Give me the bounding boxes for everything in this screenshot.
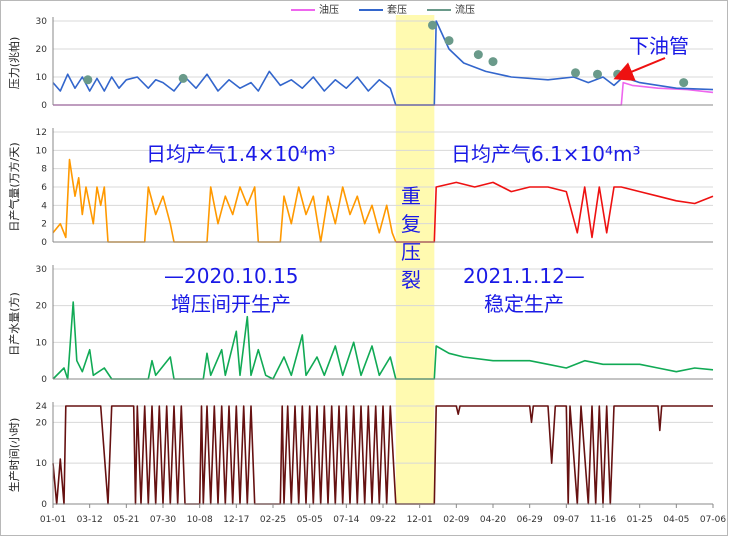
x-tick-label-17: 04-05 <box>663 515 689 525</box>
series-line-p3-0 <box>52 405 713 505</box>
band-label-char-2: 复 <box>401 212 421 236</box>
x-tick-label-10: 12-01 <box>407 515 433 525</box>
y-tick-label-p2-2: 20 <box>36 302 48 312</box>
tubing-label: 下油管 <box>629 34 689 58</box>
x-tick-label-16: 01-25 <box>627 515 653 525</box>
band-label-char-3: 压 <box>401 240 421 264</box>
flow-pressure-point-8 <box>613 69 623 79</box>
x-tick-label-15: 11-16 <box>590 515 616 525</box>
stable-production-label: 稳定生产 <box>484 292 564 316</box>
gas-average-right: 日均产气6.1×10⁴m³ <box>451 142 641 166</box>
flow-pressure-point-2 <box>428 20 437 30</box>
x-tick-label-8: 07-14 <box>333 515 359 525</box>
y-axis-label-p2: 日产水量(方) <box>7 292 21 356</box>
y-tick-label-p3-2: 20 <box>36 418 48 428</box>
legend-entry-2: 流压 <box>455 3 475 16</box>
x-tick-label-11: 02-09 <box>443 515 469 525</box>
y-tick-label-p3-3: 24 <box>36 402 48 412</box>
x-tick-label-2: 05-21 <box>113 515 139 525</box>
x-tick-label-12: 04-20 <box>480 515 506 525</box>
flow-pressure-point-4 <box>473 50 483 60</box>
x-tick-label-14: 09-07 <box>553 515 579 525</box>
flow-pressure-point-3 <box>444 36 454 46</box>
y-tick-label-p3-1: 10 <box>36 459 48 469</box>
flow-pressure-point-6 <box>571 68 580 78</box>
band-label-char-4: 裂 <box>401 268 421 292</box>
legend-entry-1: 套压 <box>387 3 407 16</box>
y-tick-label-p2-0: 0 <box>41 375 47 385</box>
y-tick-label-p0-2: 20 <box>36 45 48 55</box>
series-line-p1-1 <box>395 181 714 243</box>
y-tick-label-p1-1: 2 <box>41 220 47 230</box>
gas-average-left: 日均产气1.4×10⁴m³ <box>146 142 336 166</box>
flow-pressure-point-9 <box>679 78 689 88</box>
x-tick-label-18: 07-06 <box>700 515 726 525</box>
y-axis-label-p1: 日产气量(万方/天) <box>7 142 21 231</box>
y-tick-label-p1-4: 8 <box>41 165 47 175</box>
flow-pressure-point-7 <box>593 69 602 79</box>
tubing-arrow <box>613 57 666 81</box>
x-tick-label-1: 03-12 <box>77 515 103 525</box>
x-tick-label-13: 06-29 <box>517 515 543 525</box>
y-axis-label-p3: 生产时间(小时) <box>7 418 21 493</box>
y-axis-label-p0: 压力(兆帕) <box>7 37 21 90</box>
y-tick-label-p2-1: 10 <box>36 338 48 348</box>
x-tick-label-3: 07-30 <box>150 515 176 525</box>
stable-date-label: 2021.1.12— <box>463 264 585 288</box>
y-tick-label-p0-1: 10 <box>36 73 48 83</box>
series-line-p0-1 <box>52 20 714 106</box>
x-tick-label-5: 12-17 <box>223 515 249 525</box>
x-tick-label-7: 05-05 <box>297 515 323 525</box>
flow-pressure-point-0 <box>83 75 93 85</box>
flow-pressure-point-1 <box>178 73 188 83</box>
series-line-p1-0 <box>52 158 397 243</box>
x-tick-label-4: 10-08 <box>187 515 213 525</box>
y-tick-label-p1-3: 6 <box>41 183 47 193</box>
start-production-label: 增压间开生产 <box>171 292 291 316</box>
y-tick-label-p0-3: 30 <box>36 17 48 27</box>
start-date-label: —2020.10.15 <box>164 264 299 288</box>
x-tick-label-0: 01-01 <box>40 515 66 525</box>
legend-entry-0: 油压 <box>319 3 339 16</box>
y-tick-label-p1-0: 0 <box>41 238 47 248</box>
series-line-p2-0 <box>52 301 714 380</box>
band-label-char-1: 重 <box>401 184 421 208</box>
y-tick-label-p1-6: 12 <box>36 128 47 138</box>
y-tick-label-p0-0: 0 <box>41 101 47 111</box>
y-tick-label-p1-5: 10 <box>36 146 48 156</box>
x-tick-label-9: 09-22 <box>370 515 396 525</box>
y-tick-label-p2-3: 30 <box>36 265 48 275</box>
y-tick-label-p1-2: 4 <box>41 201 47 211</box>
y-tick-label-p3-0: 0 <box>41 500 47 510</box>
flow-pressure-point-5 <box>488 57 498 67</box>
x-tick-label-6: 02-25 <box>260 515 286 525</box>
